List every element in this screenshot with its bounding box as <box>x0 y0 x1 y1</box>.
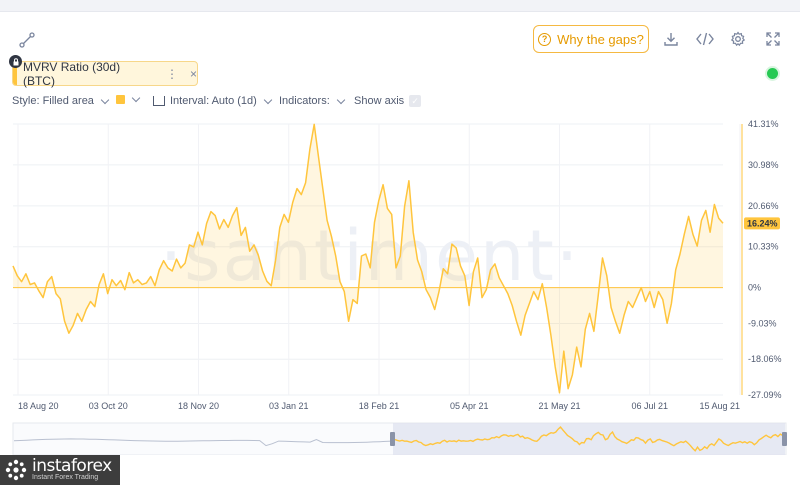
navigator-series-line <box>394 425 786 452</box>
y-tick-label: 10.33% <box>748 242 779 252</box>
chevron-down-icon <box>100 95 110 104</box>
lock-icon <box>9 55 22 68</box>
top-strip <box>0 0 800 12</box>
brand-name: instaforex <box>32 456 112 476</box>
y-axis-ticks: 41.31% 30.98% 20.66% 10.33% 0% -9.03% -18.06% -… <box>748 119 782 400</box>
brand-tagline: Instant Forex Trading <box>32 474 99 481</box>
question-icon: ? <box>538 32 552 46</box>
chevron-down-icon <box>336 95 345 104</box>
show-axis-toggle[interactable]: Show axis ✓ <box>354 95 422 107</box>
x-tick-label: 05 Apr 21 <box>450 401 489 411</box>
indicators-label: Indicators: <box>279 95 330 107</box>
metric-chip[interactable]: MVRV Ratio (30d) (BTC) ⋮ × <box>12 59 198 88</box>
style-label: Style: Filled area <box>12 95 94 107</box>
show-axis-label: Show axis <box>354 95 405 107</box>
x-tick-label: 18 Aug 20 <box>18 401 59 411</box>
style-dropdown[interactable]: Style: Filled area <box>12 95 110 107</box>
series-line <box>12 123 724 394</box>
metric-menu-icon[interactable]: ⋮ <box>165 66 178 81</box>
show-axis-checkbox[interactable]: ✓ <box>409 95 422 107</box>
x-tick-label: 03 Oct 20 <box>89 401 128 411</box>
y-tick-label: 0% <box>748 283 761 293</box>
why-the-gaps-label: Why the gaps? <box>557 31 644 47</box>
santiment-watermark: ·santiment· <box>160 215 580 297</box>
x-tick-label: 21 May 21 <box>538 401 580 411</box>
fullscreen-icon[interactable] <box>763 29 783 49</box>
color-picker[interactable] <box>116 93 141 104</box>
navigator-history-line <box>13 438 393 447</box>
x-tick-label: 15 Aug 21 <box>699 401 740 411</box>
navigator-left-handle[interactable] <box>390 432 395 446</box>
download-icon[interactable] <box>660 29 682 49</box>
why-the-gaps-button[interactable]: ? Why the gaps? <box>533 25 649 53</box>
chevron-down-icon <box>131 93 141 103</box>
metric-color-bar <box>13 62 17 85</box>
y-tick-label: -27.09% <box>748 390 782 400</box>
metric-label: MVRV Ratio (30d) (BTC) <box>22 59 121 88</box>
y-tick-label: 20.66% <box>748 201 779 211</box>
chevron-down-icon <box>263 95 273 104</box>
chart-area[interactable]: ·santiment· 41.31% 30.98% 20.66% 10.33% 0% -9… <box>0 110 800 455</box>
last-value-badge: 16.24% <box>744 217 780 230</box>
x-tick-label: 06 Jul 21 <box>631 401 668 411</box>
instaforex-brand: instaforex Instant Forex Trading <box>0 455 120 485</box>
settings-gear-icon[interactable] <box>728 29 748 49</box>
y-tick-label: 41.31% <box>748 119 779 129</box>
color-swatch <box>116 95 125 104</box>
metric-close-icon[interactable]: × <box>189 66 197 81</box>
y-tick-label: -18.06% <box>748 354 782 364</box>
interval-dropdown[interactable]: Interval: Auto (1d) <box>153 95 273 107</box>
embed-code-icon[interactable] <box>693 29 717 49</box>
instaforex-logo-icon <box>4 458 28 482</box>
navigator-right-handle[interactable] <box>782 432 787 446</box>
link-icon[interactable] <box>16 30 38 50</box>
indicators-dropdown[interactable]: Indicators: <box>279 95 345 107</box>
x-axis-ticks: 18 Aug 20 03 Oct 20 18 Nov 20 03 Jan 21 18 F… <box>18 401 740 411</box>
y-tick-label: 30.98% <box>748 160 779 170</box>
ruler-icon <box>153 96 165 106</box>
x-tick-label: 18 Feb 21 <box>359 401 400 411</box>
x-tick-label: 03 Jan 21 <box>269 401 309 411</box>
range-navigator[interactable] <box>12 422 787 455</box>
y-tick-label: -9.03% <box>748 318 777 328</box>
x-tick-label: 18 Nov 20 <box>178 401 219 411</box>
interval-label: Interval: Auto (1d) <box>170 95 257 107</box>
status-dot <box>767 68 778 79</box>
last-value-label: 16.24% <box>747 218 778 228</box>
